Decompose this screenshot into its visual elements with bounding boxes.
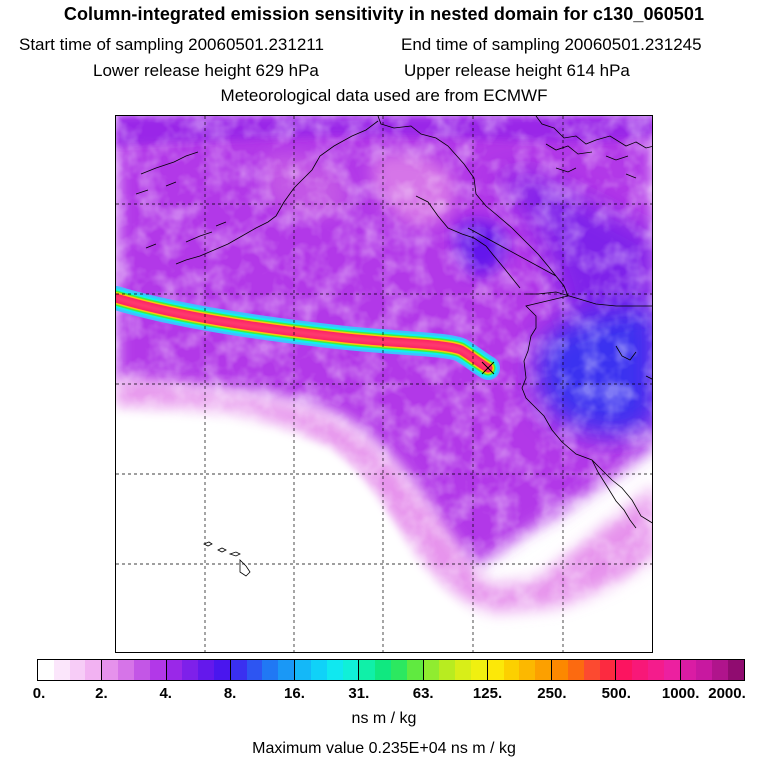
- coastline-inland-border: [526, 291, 652, 307]
- colorbar-swatch: [663, 660, 680, 680]
- sensitivity-map: [115, 115, 653, 653]
- colorbar-swatch: [38, 660, 54, 680]
- colorbar-tick-label: 2000.: [708, 685, 746, 702]
- coastline-great-lakes: [615, 345, 652, 380]
- colorbar-swatch: [230, 660, 247, 680]
- colorbar-segment: [680, 660, 744, 680]
- colorbar-tick-label: 0.: [32, 685, 46, 702]
- upper-height-label: Upper release height 614 hPa: [404, 61, 630, 80]
- colorbar-swatch: [278, 660, 295, 680]
- colorbar-segment: [616, 660, 681, 680]
- colorbar-segment: [166, 660, 231, 680]
- colorbar-swatch: [519, 660, 536, 680]
- colorbar-swatch: [648, 660, 664, 680]
- coastline-baja: [591, 459, 637, 529]
- colorbar-swatch: [53, 660, 70, 680]
- colorbar-swatch: [262, 660, 279, 680]
- plume-center-band: [116, 295, 491, 371]
- colorbar-swatch: [696, 660, 713, 680]
- colorbar-swatch: [455, 660, 472, 680]
- colorbar-swatch: [166, 660, 183, 680]
- sensitivity-field: [116, 116, 652, 652]
- release-point-marker: [481, 361, 495, 375]
- colorbar-swatch: [406, 660, 423, 680]
- colorbar-swatch: [295, 660, 311, 680]
- colorbar-tick-label: 8.: [223, 685, 237, 702]
- max-value-label: Maximum value 0.235E+04 ns m / kg: [252, 740, 516, 757]
- coastline-canada-coast: [415, 195, 521, 289]
- colorbar-tick-labels: 0. 2. 4. 8. 16. 31. 63. 125. 250. 500. 1000. 2000.: [0, 685, 768, 705]
- coastline-north-america: [175, 116, 652, 524]
- colorbar-tick-label: 125.: [472, 685, 503, 702]
- colorbar-swatch: [632, 660, 649, 680]
- colorbar: [37, 659, 745, 681]
- colorbar-swatch: [599, 660, 616, 680]
- lower-height-label: Lower release height 629 hPa: [93, 61, 319, 80]
- colorbar-swatch: [471, 660, 487, 680]
- map-canvas: [116, 116, 652, 652]
- colorbar-tick-label: 63.: [412, 685, 434, 702]
- colorbar-swatch: [326, 660, 343, 680]
- colorbar-tick-label: 250.: [537, 685, 567, 702]
- plume-track: [116, 286, 500, 380]
- colorbar-segment: [552, 660, 617, 680]
- colorbar-swatch: [246, 660, 263, 680]
- colorbar-swatch: [390, 660, 407, 680]
- colorbar-swatch: [310, 660, 327, 680]
- colorbar-swatch: [567, 660, 584, 680]
- coastline-aleutians: [135, 151, 227, 249]
- map-title: Column-integrated emission sensitivity i…: [63, 4, 705, 24]
- coastlines: [135, 116, 652, 577]
- colorbar-swatch: [375, 660, 391, 680]
- colorbar-swatch: [213, 660, 230, 680]
- colorbar-swatch: [712, 660, 729, 680]
- colorbar-swatch: [503, 660, 520, 680]
- colorbar-segment: [359, 660, 424, 680]
- colorbar-swatch: [680, 660, 697, 680]
- end-time-label: End time of sampling 20060501.231245: [401, 35, 702, 54]
- colorbar-tick-label: 16.: [284, 685, 305, 702]
- colorbar-swatch: [359, 660, 376, 680]
- colorbar-segment: [295, 660, 360, 680]
- field-clear-region: [116, 416, 496, 652]
- colorbar-segment: [38, 660, 103, 680]
- colorbar-swatch: [182, 660, 199, 680]
- colorbar-swatch: [133, 660, 150, 680]
- colorbar-swatch: [118, 660, 134, 680]
- colorbar-swatch: [149, 660, 166, 680]
- colorbar-segment: [230, 660, 296, 680]
- colorbar-swatch: [342, 660, 359, 680]
- colorbar-swatch: [69, 660, 86, 680]
- colorbar-tick-label: 31.: [348, 685, 370, 702]
- met-data-label: Meteorological data used are from ECMWF: [220, 86, 548, 105]
- colorbar-segment: [487, 660, 553, 680]
- colorbar-swatch: [198, 660, 214, 680]
- coastline-arctic-islands: [545, 143, 637, 179]
- colorbar-swatch: [616, 660, 633, 680]
- colorbar-segment: [423, 660, 488, 680]
- colorbar-swatch: [583, 660, 600, 680]
- colorbar-swatch: [85, 660, 102, 680]
- coastline-hudson: [535, 116, 652, 149]
- colorbar-tick-label: 2.: [95, 685, 108, 702]
- colorbar-tick-label: 500.: [601, 685, 631, 702]
- colorbar-units: ns m / kg: [351, 710, 417, 727]
- colorbar-swatch: [102, 660, 119, 680]
- colorbar-swatch: [728, 660, 744, 680]
- start-time-label: Start time of sampling 20060501.231211: [19, 35, 324, 54]
- colorbar-swatch: [552, 660, 568, 680]
- hawaiian-islands: [203, 541, 251, 577]
- colorbar-tick-label: 1000.: [661, 685, 700, 702]
- colorbar-swatch: [439, 660, 456, 680]
- colorbar-tick-label: 4.: [159, 685, 172, 702]
- colorbar-swatch: [535, 660, 552, 680]
- colorbar-swatch: [487, 660, 504, 680]
- colorbar-segment: [102, 660, 167, 680]
- colorbar-swatch: [423, 660, 440, 680]
